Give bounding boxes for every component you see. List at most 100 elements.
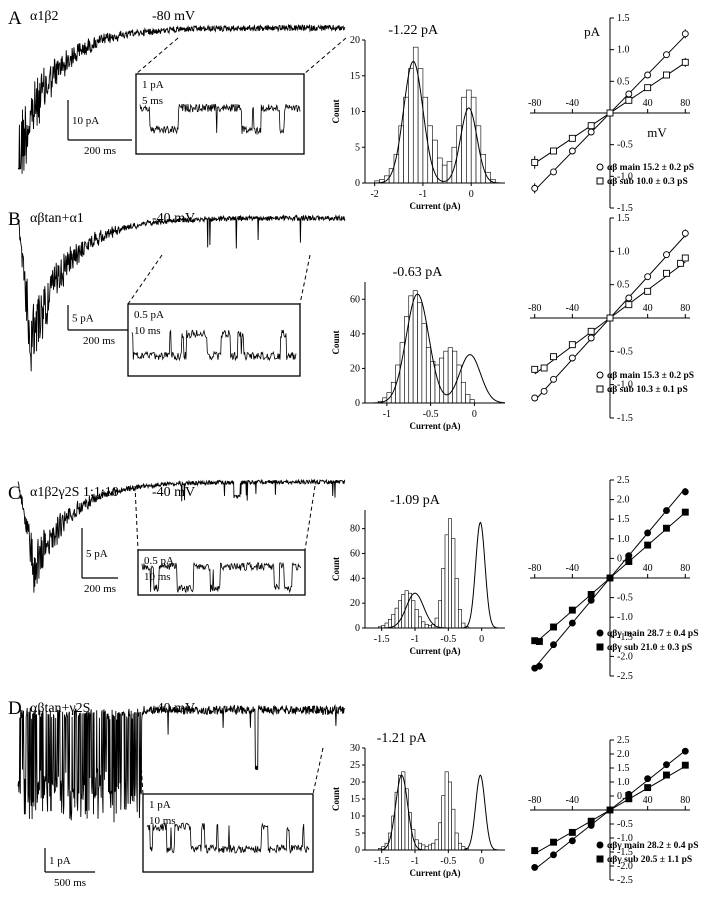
iv-point <box>568 619 576 627</box>
histogram-xlabel: Current (pA) <box>409 868 460 878</box>
iv-y-tick-label: 1.5 <box>617 213 630 224</box>
iv-x-tick-label: 40 <box>643 563 653 574</box>
histogram-ylabel: Count <box>331 557 341 581</box>
y-tick-label: 60 <box>350 548 360 559</box>
histogram-bar <box>398 774 402 851</box>
histogram-bar <box>411 600 416 629</box>
histogram-bar <box>458 609 462 629</box>
iv-point <box>550 147 557 155</box>
histogram-xlabel: Current (pA) <box>409 646 460 656</box>
iv-y-tick-label: 0.5 <box>617 280 630 291</box>
histogram-bar <box>451 538 456 629</box>
y-tick-label: 0 <box>355 398 360 409</box>
inset-box <box>127 303 301 377</box>
legend-marker <box>596 177 604 185</box>
histogram-bar <box>434 839 439 851</box>
scalebar-y-label: 10 pA <box>72 115 99 127</box>
histogram-bar <box>417 68 424 184</box>
construct-label: αβtan+α1 <box>30 211 84 226</box>
y-tick-label: 20 <box>350 598 360 609</box>
x-tick-label: 0 <box>479 634 484 645</box>
histogram-bar <box>390 381 396 404</box>
iv-point <box>625 96 633 104</box>
histogram-bar <box>404 316 410 404</box>
iv-y-tick-label: -1.5 <box>617 632 633 643</box>
gaussian-fit <box>365 60 505 184</box>
current-trace <box>17 23 346 174</box>
legend-label: αβγ main 28.2 ± 0.4 pS <box>607 841 699 851</box>
histogram-bar <box>452 350 458 404</box>
histogram-bar <box>454 578 459 629</box>
x-tick-label: -0.5 <box>440 856 456 867</box>
scalebar-y-label: 5 pA <box>72 313 94 325</box>
iv-point <box>568 147 576 155</box>
y-tick-label: 5 <box>355 142 360 153</box>
iv-point <box>681 488 689 496</box>
zoom-line <box>135 37 179 75</box>
y-tick-label: 40 <box>350 329 360 340</box>
histogram-bar <box>460 381 466 404</box>
iv-y-tick-label: 2.5 <box>617 735 630 746</box>
iv-point <box>681 229 689 237</box>
y-tick-label: 20 <box>350 777 360 788</box>
iv-y-tick-label: 1.0 <box>617 777 630 788</box>
histogram-bar <box>428 844 432 851</box>
iv-y-tick-label: 0.5 <box>617 791 630 802</box>
histogram-bar <box>439 357 445 404</box>
iv-y-tick-label: 0.5 <box>617 553 630 564</box>
histogram-bar <box>421 621 426 629</box>
iv-point <box>587 817 595 825</box>
inset-trace <box>139 103 301 136</box>
inset-scale-x: 10 ms <box>144 571 171 583</box>
iv-y-tick-label: -2.5 <box>617 671 633 682</box>
iv-point <box>681 761 689 769</box>
iv-point <box>587 591 595 598</box>
inset-box <box>135 73 305 155</box>
histogram-bar <box>388 619 392 629</box>
zoom-line <box>127 254 163 305</box>
histogram-bar <box>465 394 471 404</box>
zoom-line <box>134 485 139 551</box>
zoom-line <box>299 254 311 305</box>
iv-x-tick-label: 40 <box>643 303 653 314</box>
panel-letter: C <box>8 483 21 504</box>
iv-point <box>625 795 633 803</box>
iv-y-tick-label: 2.0 <box>617 749 630 760</box>
histogram-bar <box>398 600 402 629</box>
y-tick-label: 0 <box>355 623 360 634</box>
x-tick-label: 0 <box>472 409 477 420</box>
iv-ylabel: pA <box>584 24 601 39</box>
histogram-bar <box>461 96 467 184</box>
histogram-bar <box>438 600 442 629</box>
iv-point <box>531 863 539 871</box>
histogram-bar <box>412 46 419 184</box>
x-tick-label: 0 <box>469 189 474 200</box>
histogram-bar <box>470 96 477 184</box>
histogram-bar <box>384 175 390 184</box>
iv-point <box>568 828 576 836</box>
iv-point <box>531 847 539 855</box>
histogram-xlabel: Current (pA) <box>409 201 460 211</box>
histogram-axes <box>364 510 505 629</box>
construct-label: α1β2 <box>30 9 58 24</box>
legend-label: αβ sub 10.3 ± 0.1 pS <box>607 385 688 395</box>
iv-point <box>625 90 633 98</box>
legend-marker <box>596 629 604 637</box>
iv-x-tick-label: 80 <box>680 98 690 109</box>
legend-marker <box>596 643 604 651</box>
legend-label: αβ main 15.3 ± 0.2 pS <box>607 371 694 381</box>
iv-y-tick-label: -2.5 <box>617 875 633 886</box>
histogram-bar <box>454 832 459 851</box>
scalebar-x-label: 200 ms <box>83 335 115 347</box>
inset-scale-y: 0.5 pA <box>134 309 164 321</box>
iv-x-tick-label: -40 <box>566 98 579 109</box>
iv-point <box>531 158 539 166</box>
histogram-bar <box>444 771 449 851</box>
histogram-bar <box>451 808 456 851</box>
iv-point <box>663 507 670 515</box>
panel-letter: B <box>8 209 21 230</box>
iv-point <box>663 251 670 259</box>
iv-point <box>587 122 595 130</box>
iv-point <box>663 71 670 79</box>
